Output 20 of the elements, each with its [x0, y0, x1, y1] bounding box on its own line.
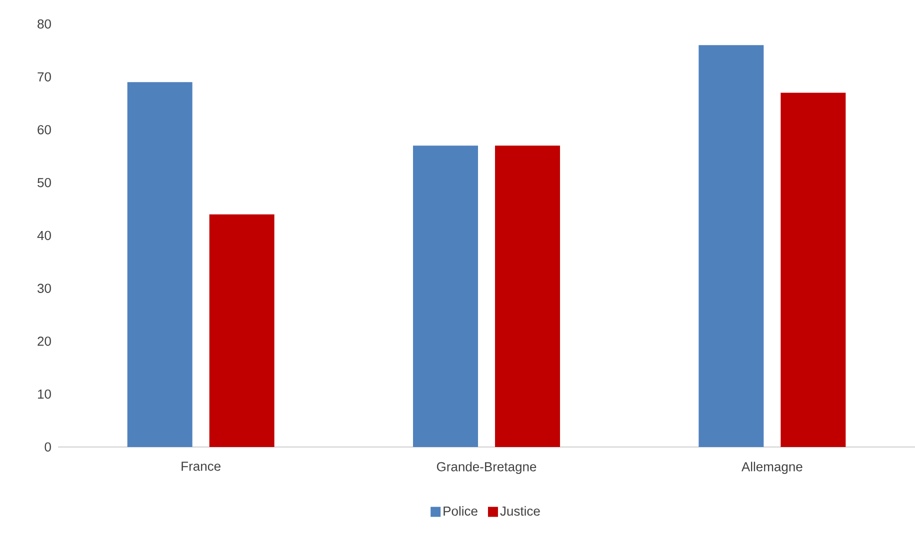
y-tick-label: 0: [44, 442, 51, 452]
legend-label: Police: [444, 506, 478, 516]
y-tick-label: 50: [38, 178, 51, 188]
x-tick-label: Allemagne: [741, 462, 802, 474]
bar: [413, 146, 478, 447]
bar: [495, 146, 560, 447]
y-tick-label: 70: [38, 72, 51, 82]
x-tick-label: Grande-Bretagne: [436, 462, 536, 474]
bar: [209, 214, 274, 447]
bar: [127, 82, 192, 447]
bar: [780, 92, 846, 447]
x-tick-label: France: [182, 462, 220, 471]
y-tick-label: 30: [38, 284, 51, 293]
y-tick-label: 80: [38, 19, 51, 29]
y-tick-label: 20: [38, 336, 51, 346]
y-tick-label: 60: [38, 125, 51, 134]
legend-label: Justice: [500, 506, 540, 516]
y-tick-label: 40: [37, 230, 51, 240]
bar: [698, 45, 764, 447]
y-tick-label: 10: [38, 390, 51, 399]
